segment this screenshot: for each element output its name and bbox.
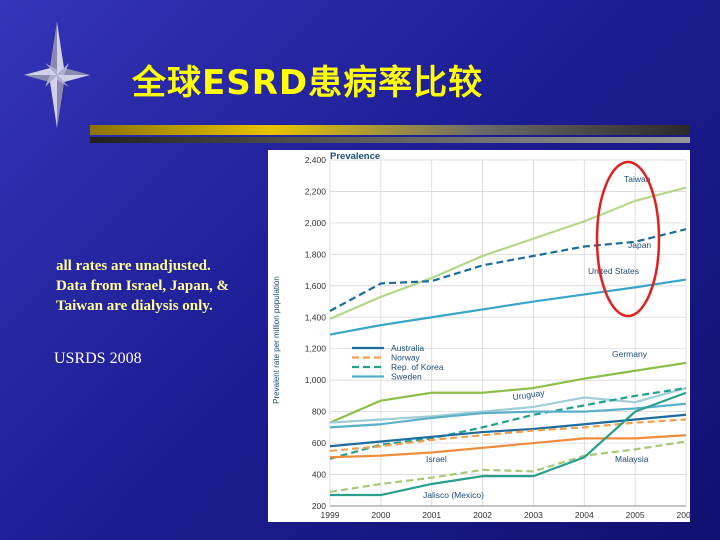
- highlight-ellipse: [595, 160, 661, 318]
- x-tick-label: 1999: [321, 510, 340, 520]
- source-note: USRDS 2008: [54, 350, 142, 367]
- note-line-2: Data from Israel, Japan, &: [56, 278, 230, 294]
- y-tick-label: 1,800: [305, 249, 327, 259]
- y-axis-label: Prevalent rate per million population: [272, 276, 281, 404]
- y-tick-label: 200: [312, 501, 326, 511]
- series-line-japan: [329, 228, 687, 312]
- legend-label: Australia: [391, 343, 424, 353]
- series-line-israel: [329, 434, 687, 459]
- series-annotation: Japan: [628, 240, 651, 250]
- legend-label: Sweden: [391, 372, 422, 382]
- y-tick-label: 1,600: [305, 281, 327, 291]
- series-line-uruguay: [329, 386, 687, 424]
- series-line-norway: [329, 418, 687, 453]
- x-tick-label: 2003: [524, 510, 543, 520]
- y-tick-label: 600: [312, 438, 326, 448]
- series-annotation: Germany: [612, 349, 648, 359]
- y-tick-label: 1,200: [305, 344, 327, 354]
- note-line-1: all rates are unadjusted.: [56, 258, 211, 274]
- series-annotation: United States: [588, 266, 639, 276]
- series-annotation: Malaysia: [615, 454, 649, 464]
- series-line-taiwan: [329, 186, 687, 320]
- slide-title: 全球ESRD患病率比较: [132, 63, 484, 103]
- series-line-germany: [329, 361, 687, 424]
- x-tick-label: 2000: [371, 510, 390, 520]
- x-tick-label: 2004: [575, 510, 594, 520]
- series-annotation: Israel: [426, 454, 447, 464]
- series-line-sweden: [329, 402, 687, 429]
- series-annotation: Taiwan: [624, 174, 651, 184]
- y-tick-label: 800: [312, 407, 326, 417]
- series-line-united-states: [329, 278, 687, 336]
- note-line-3: Taiwan are dialysis only.: [56, 298, 213, 314]
- series-line-malaysia: [329, 440, 687, 493]
- y-tick-label: 1,000: [305, 375, 327, 385]
- y-tick-label: 400: [312, 470, 326, 480]
- prevalence-chart: 200 400 600 800 1,000 1,200 1,400 1,600 1,800 2,0…: [268, 150, 690, 522]
- chart-title: Prevalence: [330, 151, 380, 162]
- legend-label: Rep. of Korea: [391, 362, 444, 372]
- title-divider: [90, 125, 690, 145]
- series-line-rep-of-korea: [329, 386, 687, 460]
- compass-star-icon: [24, 22, 90, 128]
- series-line-jalisco-mexico: [330, 391, 687, 497]
- series-annotation: Jalisco (Mexico): [423, 490, 484, 500]
- legend-label: Norway: [391, 353, 421, 363]
- y-tick-label: 1,400: [305, 312, 327, 322]
- x-tick-label: 2001: [422, 510, 441, 520]
- series-annotation: Uruguay: [512, 388, 546, 402]
- y-tick-label: 2,000: [305, 218, 327, 228]
- x-tick-label: 2006: [677, 510, 690, 520]
- y-tick-label: 2,200: [305, 186, 327, 196]
- x-tick-label: 2005: [626, 510, 645, 520]
- y-tick-label: 2,400: [305, 155, 327, 165]
- x-tick-label: 2002: [473, 510, 492, 520]
